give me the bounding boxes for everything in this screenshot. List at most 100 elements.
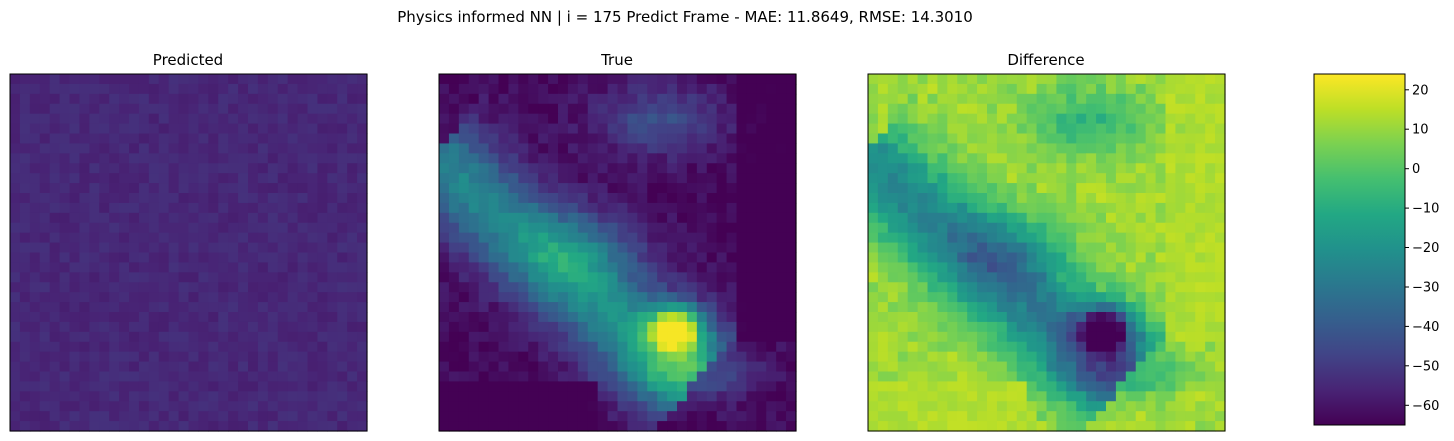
difference-cell (1106, 361, 1117, 373)
predicted-cell (248, 321, 259, 333)
true-cell (567, 321, 579, 333)
difference-cell (917, 381, 929, 392)
true-cell (587, 222, 599, 234)
predicted-cell (79, 282, 90, 293)
true-cell (508, 123, 519, 135)
true-cell (607, 103, 619, 115)
difference-cell (877, 321, 889, 333)
true-cell (577, 103, 589, 115)
predicted-cell (109, 123, 120, 135)
predicted-cell (188, 173, 200, 184)
difference-cell (877, 212, 889, 224)
predicted-cell (327, 371, 338, 383)
difference-cell (907, 183, 919, 194)
difference-cell (1106, 202, 1117, 214)
difference-cell (937, 193, 948, 204)
predicted-cell (287, 143, 299, 154)
predicted-cell (267, 252, 279, 264)
difference-cell (1215, 133, 1226, 145)
predicted-cell (228, 391, 239, 402)
predicted-cell (208, 163, 219, 174)
predicted-cell (138, 292, 150, 303)
predicted-cell (178, 113, 190, 125)
predicted-cell (148, 74, 160, 85)
difference-cell (1106, 331, 1117, 343)
predicted-cell (49, 74, 61, 85)
true-cell (528, 421, 539, 432)
difference-cell (1046, 341, 1058, 353)
difference-cell (1185, 321, 1196, 333)
difference-cell (917, 421, 929, 432)
predicted-cell (29, 113, 41, 125)
true-cell (617, 312, 629, 323)
difference-cell (967, 341, 978, 353)
predicted-cell (119, 341, 130, 353)
true-cell (488, 341, 500, 353)
difference-cell (1185, 272, 1196, 283)
difference-cell (947, 143, 958, 154)
true-cell (657, 292, 668, 303)
true-cell (776, 321, 787, 333)
predicted-cell (10, 321, 21, 333)
predicted-cell (248, 242, 259, 254)
true-cell (468, 331, 480, 343)
difference-cell (897, 74, 909, 85)
true-cell (786, 113, 797, 125)
predicted-cell (129, 113, 140, 125)
true-cell (696, 173, 708, 184)
true-cell (667, 173, 678, 184)
difference-cell (957, 163, 968, 174)
true-cell (736, 371, 748, 383)
predicted-cell (307, 173, 319, 184)
predicted-cell (158, 143, 170, 154)
predicted-cell (49, 103, 61, 115)
difference-cell (897, 282, 909, 293)
predicted-cell (218, 103, 229, 115)
difference-cell (1135, 74, 1147, 85)
difference-cell (1135, 312, 1147, 323)
difference-cell (1205, 242, 1216, 254)
true-cell (696, 282, 708, 293)
predicted-cell (198, 113, 209, 125)
true-cell (776, 341, 787, 353)
true-cell (677, 371, 688, 383)
difference-cell (1115, 361, 1127, 373)
true-cell (518, 222, 529, 234)
difference-cell (937, 252, 948, 264)
predicted-cell (208, 113, 219, 125)
predicted-cell (297, 113, 309, 125)
difference-cell (1106, 321, 1117, 333)
predicted-cell (287, 262, 299, 273)
true-cell (587, 312, 599, 323)
true-cell (468, 74, 480, 85)
predicted-cell (307, 361, 319, 373)
difference-cell (887, 252, 899, 264)
predicted-cell (29, 421, 41, 432)
true-cell (508, 361, 519, 373)
predicted-cell (297, 391, 309, 402)
predicted-cell (248, 103, 259, 115)
true-cell (686, 272, 698, 283)
difference-cell (877, 163, 889, 174)
predicted-cell (337, 401, 348, 412)
true-cell (558, 312, 569, 323)
true-cell (577, 83, 589, 95)
difference-cell (1076, 133, 1087, 145)
true-cell (597, 93, 609, 105)
true-cell (538, 83, 549, 95)
difference-cell (1006, 193, 1018, 204)
difference-cell (947, 391, 958, 402)
difference-cell (1036, 133, 1048, 145)
true-cell (538, 113, 549, 125)
predicted-cell (129, 302, 140, 313)
true-cell (607, 381, 619, 392)
predicted-cell (168, 272, 180, 283)
difference-cell (1155, 302, 1167, 313)
difference-cell (1115, 93, 1127, 105)
difference-cell (877, 133, 889, 145)
true-cell (686, 202, 698, 214)
predicted-cell (228, 252, 239, 264)
true-cell (667, 302, 678, 313)
predicted-cell (228, 83, 239, 95)
difference-cell (1106, 173, 1117, 184)
